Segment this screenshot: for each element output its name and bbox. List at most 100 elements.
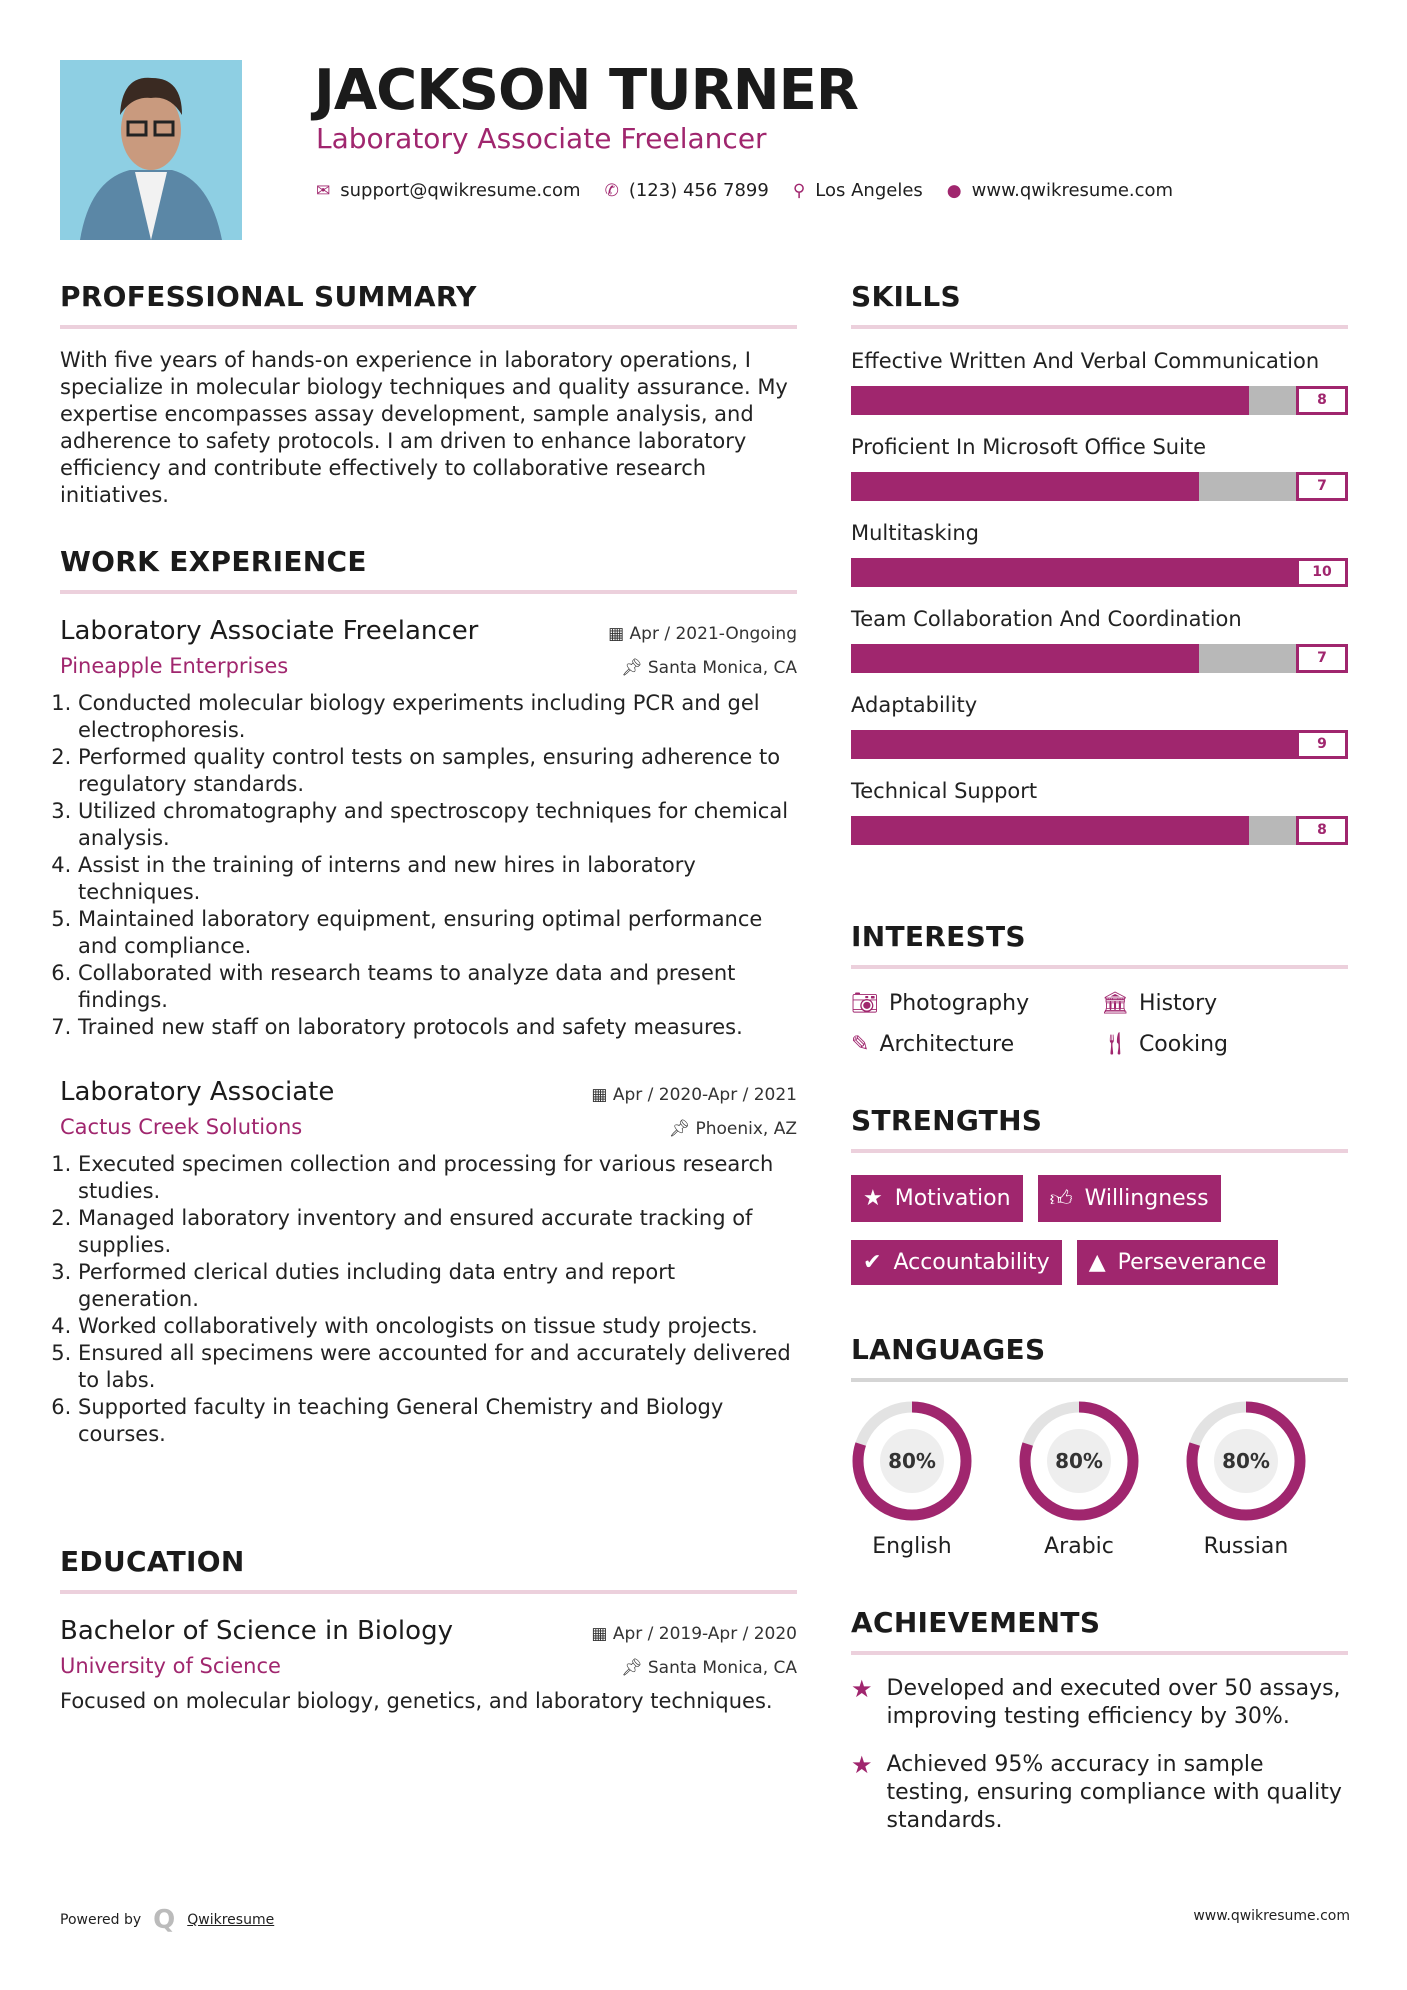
skills-section: SKILLS Effective Written And Verbal Comm… [851, 280, 1348, 845]
website[interactable]: www.qwikresume.com [971, 180, 1174, 201]
strength-label: Motivation [894, 1186, 1011, 1211]
skill-bar: 7 [851, 472, 1348, 501]
email[interactable]: support@qwikresume.com [340, 180, 581, 201]
skill-bar-fill [851, 558, 1348, 587]
interest-item: 🍴︎ Cooking [1101, 1032, 1351, 1057]
edu-description: Focused on molecular biology, genetics, … [60, 1689, 773, 1713]
edu-location: Santa Monica, CA [647, 1658, 797, 1678]
job-date: Apr / 2020-Apr / 2021 [612, 1085, 797, 1105]
section-heading: SKILLS [851, 280, 961, 313]
phone: (123) 456 7899 [628, 180, 769, 201]
language-gauge-fill [1019, 1401, 1139, 1521]
shooting-star-icon: ★ [851, 1675, 873, 1703]
pin-icon: 📌︎ [620, 1658, 648, 1678]
skill-item: Technical Support 8 [851, 777, 1348, 845]
divider [60, 1590, 797, 1594]
job-bullet: Supported faculty in teaching General Ch… [78, 1394, 797, 1448]
camera-icon: 📷︎ [851, 991, 879, 1016]
divider [851, 325, 1348, 329]
map-pin-icon: ⚲ [792, 180, 806, 201]
job-date: Apr / 2021-Ongoing [629, 624, 797, 644]
company: Pineapple Enterprises [60, 654, 289, 678]
strength-label: Accountability [893, 1250, 1050, 1275]
footer-left: Powered by Q Qwikresume [60, 1905, 274, 1935]
language-percent: 80% [1055, 1449, 1103, 1473]
education-section: EDUCATION Bachelor of Science in Biology… [60, 1545, 797, 1715]
star-icon: ★ [863, 1186, 883, 1211]
divider [60, 325, 797, 329]
skill-level: 7 [1296, 644, 1348, 673]
job-bullet: Performed quality control tests on sampl… [78, 744, 797, 798]
location: Los Angeles [815, 180, 923, 201]
calendar-icon: ▦ [591, 1624, 613, 1644]
interest-label: History [1138, 991, 1218, 1016]
job-bullet: Trained new staff on laboratory protocol… [78, 1014, 797, 1041]
museum-icon: 🏛︎ [1101, 991, 1129, 1016]
job-bullet: Performed clerical duties including data… [78, 1259, 797, 1313]
achievement-text: Achieved 95% accuracy in sample testing,… [886, 1752, 1342, 1833]
language-gauge-fill [1186, 1401, 1306, 1521]
job-location: Phoenix, AZ [695, 1119, 797, 1139]
language-item: 80% Russian [1185, 1400, 1307, 1559]
summary-section: PROFESSIONAL SUMMARY With five years of … [60, 280, 797, 509]
achievement-item: ★ Developed and executed over 50 assays, … [851, 1675, 1348, 1731]
job-bullet: Utilized chromatography and spectroscopy… [78, 798, 797, 852]
section-heading: STRENGTHS [851, 1104, 1043, 1137]
skill-item: Multitasking 10 [851, 519, 1348, 587]
language-name: English [872, 1534, 952, 1559]
thumbs-up-icon: 👍︎ [1049, 1187, 1073, 1212]
skill-label: Effective Written And Verbal Communicati… [851, 349, 1320, 373]
section-heading: WORK EXPERIENCE [60, 545, 367, 578]
skill-level: 10 [1296, 558, 1348, 587]
strengths-section: STRENGTHS ★ Motivation 👍︎ Willingness ✔ Accou… [851, 1104, 1348, 1285]
skill-item: Proficient In Microsoft Office Suite 7 [851, 433, 1348, 501]
divider [851, 1651, 1348, 1655]
calendar-icon: ▦ [591, 1085, 613, 1105]
envelope-icon: ✉ [316, 180, 331, 201]
job-entry: Laboratory Associate Freelancer ▦ Apr / 2… [60, 616, 797, 1041]
footer-site[interactable]: www.qwikresume.com [1193, 1908, 1350, 1924]
section-heading: INTERESTS [851, 920, 1026, 953]
check-circle-icon: ✔ [863, 1250, 882, 1275]
language-gauge: 80% [1185, 1400, 1307, 1522]
skill-label: Multitasking [851, 521, 980, 545]
language-name: Russian [1203, 1534, 1289, 1559]
achievement-text: Developed and executed over 50 assays, i… [886, 1676, 1341, 1729]
interest-label: Architecture [879, 1032, 1015, 1057]
interest-item: 🏛︎ History [1101, 991, 1351, 1016]
skill-level: 7 [1296, 472, 1348, 501]
candidate-name: JACKSON TURNER [314, 58, 859, 123]
road-icon: ▲ [1088, 1250, 1106, 1275]
divider [851, 965, 1348, 969]
section-heading: ACHIEVEMENTS [851, 1606, 1101, 1639]
skill-label: Proficient In Microsoft Office Suite [851, 435, 1207, 459]
skill-bar: 7 [851, 644, 1348, 673]
strength-label: Perseverance [1117, 1250, 1267, 1275]
utensils-icon: 🍴︎ [1101, 1032, 1129, 1057]
skill-item: Adaptability 9 [851, 691, 1348, 759]
language-gauge: 80% [851, 1400, 973, 1522]
skill-bar-fill [851, 644, 1199, 673]
language-name: Arabic [1044, 1534, 1114, 1559]
edu-date: Apr / 2019-Apr / 2020 [612, 1624, 797, 1644]
powered-by: Powered by [60, 1912, 142, 1928]
skill-level: 8 [1296, 386, 1348, 415]
strength-label: Willingness [1084, 1186, 1209, 1211]
skill-level: 8 [1296, 816, 1348, 845]
languages-section: LANGUAGES 80% English 80% Arabic 80% Rus… [851, 1333, 1348, 1559]
skill-bar: 8 [851, 386, 1348, 415]
skill-label: Adaptability [851, 693, 978, 717]
skill-bar-fill [851, 472, 1199, 501]
divider [851, 1378, 1348, 1382]
skill-bar: 9 [851, 730, 1348, 759]
language-item: 80% English [851, 1400, 973, 1559]
qwikresume-logo-icon: Q [153, 1905, 176, 1935]
candidate-title: Laboratory Associate Freelancer [316, 122, 767, 155]
pin-icon: 📌︎ [620, 658, 648, 678]
skill-bar: 8 [851, 816, 1348, 845]
section-heading: EDUCATION [60, 1545, 245, 1578]
interest-item: ✎ Architecture [851, 1032, 1101, 1057]
brand-link[interactable]: Qwikresume [187, 1912, 275, 1928]
skill-item: Effective Written And Verbal Communicati… [851, 347, 1348, 415]
work-section: WORK EXPERIENCE Laboratory Associate Fre… [60, 545, 797, 1448]
